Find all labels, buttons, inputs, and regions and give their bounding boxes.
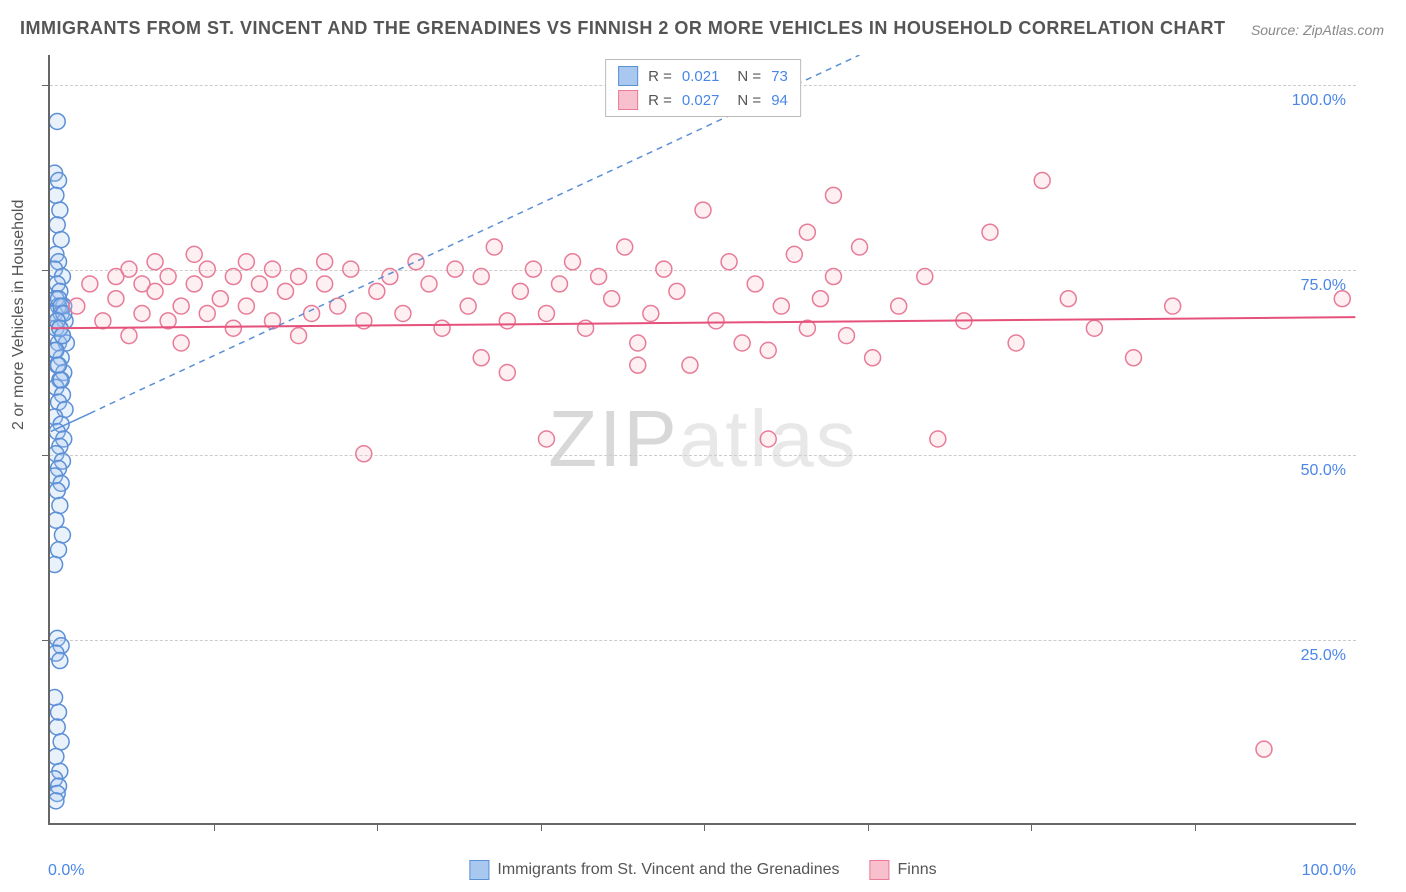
x-min-label: 0.0% [48, 862, 84, 880]
swatch-bottom-2 [869, 860, 889, 880]
chart-plot-area: ZIPatlas R = 0.021 N = 73 R = 0.027 N = … [48, 55, 1356, 825]
x-max-label: 100.0% [1302, 862, 1356, 880]
swatch-series2 [618, 90, 638, 110]
legend-row-series2: R = 0.027 N = 94 [618, 88, 788, 112]
swatch-series1 [618, 66, 638, 86]
chart-title: IMMIGRANTS FROM ST. VINCENT AND THE GREN… [20, 18, 1226, 39]
series-legend: Immigrants from St. Vincent and the Gren… [469, 860, 936, 880]
source-label: Source: ZipAtlas.com [1251, 22, 1384, 38]
swatch-bottom-1 [469, 860, 489, 880]
y-axis-label: 2 or more Vehicles in Household [10, 200, 28, 430]
correlation-legend: R = 0.021 N = 73 R = 0.027 N = 94 [605, 59, 801, 117]
legend-row-series1: R = 0.021 N = 73 [618, 64, 788, 88]
legend-item-series1: Immigrants from St. Vincent and the Gren… [469, 860, 839, 880]
scatter-svg [50, 55, 1356, 823]
legend-item-series2: Finns [869, 860, 936, 880]
